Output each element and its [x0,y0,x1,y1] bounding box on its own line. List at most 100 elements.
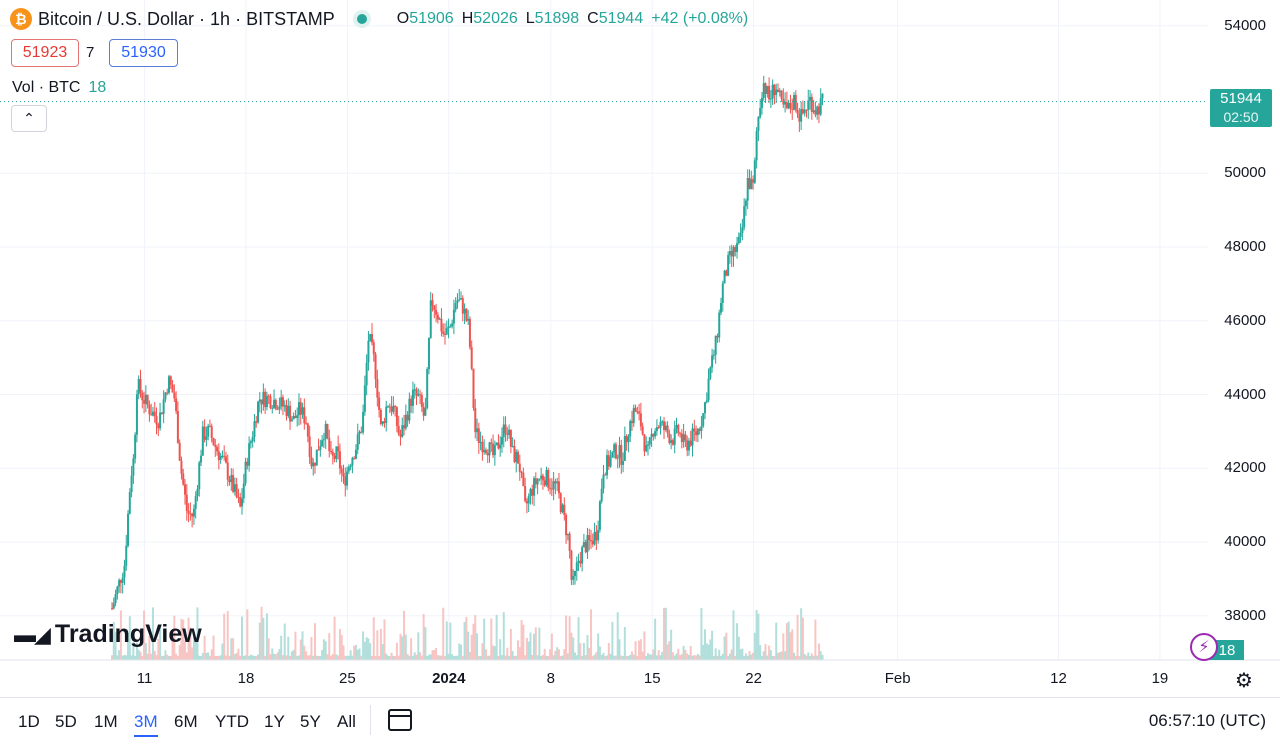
range-button-ytd[interactable]: YTD [215,712,249,731]
volume-bar [638,640,641,660]
volume-bar [212,635,215,660]
volume-bar [493,646,496,660]
candle-body [554,481,557,484]
volume-bar [141,655,144,660]
candle-body [597,529,600,541]
chart-legend: ₿ Bitcoin / U.S. Dollar · 1h · BITSTAMP … [10,6,748,32]
volume-bar [262,617,265,660]
volume-bar [258,622,261,660]
volume-bar [641,651,644,660]
candle-body [399,434,402,437]
volume-bar [586,635,589,660]
candle-body [358,431,361,435]
volume-bar [237,648,240,660]
range-button-6m[interactable]: 6M [174,712,198,731]
volume-bar [191,647,194,660]
volume-bar [780,651,783,660]
symbol-title[interactable]: Bitcoin / U.S. Dollar · 1h · BITSTAMP [38,8,335,29]
volume-bar [244,655,247,660]
collapse-legend-button[interactable]: ⌃ [11,105,47,132]
candle-body [150,414,153,416]
volume-bar [440,655,443,660]
volume-bar [460,644,463,660]
candle-body [433,305,436,310]
volume-bar [577,617,580,660]
last-price-tag: 51944 02:50 [1210,89,1272,127]
volume-bar [424,627,427,660]
volume-bar [137,649,140,660]
range-button-5d[interactable]: 5D [55,712,77,731]
candle-body [224,456,227,463]
candle-body [217,451,220,460]
candle-body [807,100,810,110]
range-button-all[interactable]: All [337,712,356,731]
candle-body [440,318,443,332]
candle-body [538,478,541,480]
volume-bar [426,655,429,660]
volume-bar [568,616,571,660]
candle-body [249,441,252,444]
volume-bar [595,652,598,660]
candle-body [436,314,439,320]
volume-bar [643,631,646,660]
candle-body [242,483,245,499]
volume-bar [232,638,235,660]
candle-body [515,451,518,462]
candle-body [121,577,124,583]
candle-body [650,433,653,438]
volume-bar [695,655,698,660]
candle-body [518,463,521,472]
candle-body [315,449,318,466]
volume-bar [301,631,304,660]
volume-bar [312,655,315,660]
candle-body [816,106,819,115]
candle-body [500,437,503,445]
lightning-icon[interactable]: ⚡ [1190,633,1218,661]
volume-bar [185,652,188,660]
range-button-1d[interactable]: 1D [18,712,40,731]
volume-bar [470,634,473,660]
candle-body [689,440,692,446]
volume-bar [718,649,721,660]
candle-body [449,326,452,328]
candle-body [317,449,320,451]
volume-bar [264,655,267,660]
volume-bar [614,655,617,660]
price-chart[interactable] [0,0,1280,697]
range-button-3m[interactable]: 3M [134,712,158,737]
volume-bar [447,653,450,660]
volume-bar [666,644,669,660]
high-label: H [461,10,474,27]
candle-body [759,107,762,118]
candle-body [271,407,274,409]
sell-button[interactable]: 51923 [11,39,79,67]
candle-body [798,113,801,122]
volume-bar [401,636,404,660]
candle-body [221,455,224,457]
candle-body [604,474,607,476]
volume-bar [308,655,311,660]
range-button-1m[interactable]: 1M [94,712,118,731]
range-button-5y[interactable]: 5Y [300,712,321,731]
range-button-1y[interactable]: 1Y [264,712,285,731]
candle-body [240,498,243,507]
volume-bar [739,649,742,660]
high-value: 52026 [473,10,518,27]
volume-bar [395,642,398,660]
volume-bar [363,641,366,660]
volume-legend[interactable]: Vol · BTC 18 [12,79,106,97]
volume-bar [321,649,324,660]
volume-bar [223,613,226,660]
volume-bar [712,655,715,660]
volume-bar [661,651,664,660]
tradingview-logo[interactable]: ▬◢ TradingView [14,620,202,649]
candle-body [379,409,382,425]
volume-bar [230,638,233,660]
candle-body [144,394,147,404]
volume-bar [575,655,578,660]
utc-clock[interactable]: 06:57:10 (UTC) [1148,711,1266,730]
calendar-icon[interactable] [388,709,412,731]
buy-button[interactable]: 51930 [109,39,178,67]
settings-icon[interactable]: ⚙ [1235,670,1253,692]
low-value: 51898 [534,10,580,27]
